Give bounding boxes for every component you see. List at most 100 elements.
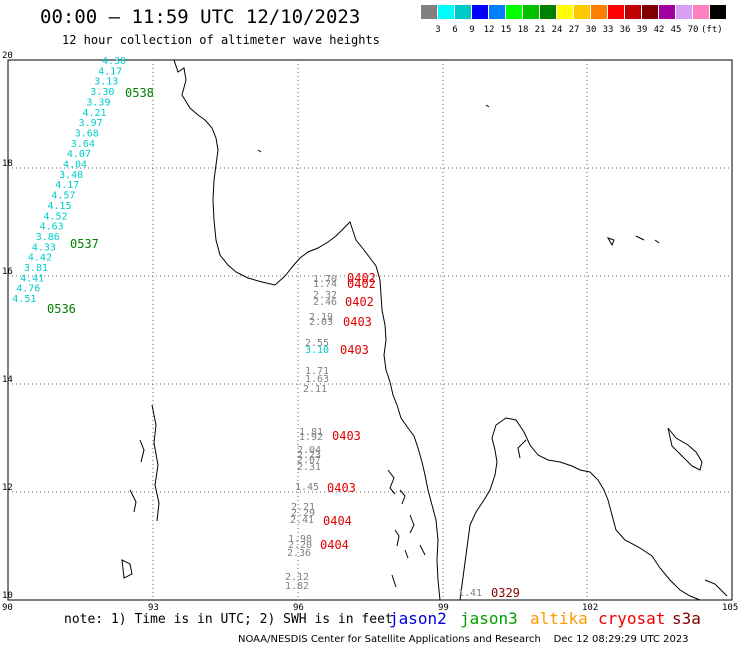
island xyxy=(654,239,660,244)
lat-tick-label: 10 xyxy=(2,591,13,601)
pass-time-cryosat: 0404 xyxy=(323,514,352,528)
legend-swatch xyxy=(438,5,454,19)
pass-time-s3a: 0329 xyxy=(491,586,520,600)
wave-height-label: 2.11 xyxy=(303,384,327,395)
lon-tick-label: 105 xyxy=(722,603,738,613)
wave-height-label: 4.51 xyxy=(12,294,36,305)
wave-track-cyan: 4.304.173.133.303.394.213.973.683.644.07… xyxy=(12,56,126,305)
wave-height-label: 2.29 xyxy=(291,508,315,519)
satellite-name-s3a: s3a xyxy=(672,609,701,628)
legend-swatch xyxy=(676,5,692,19)
coastline-bay xyxy=(517,439,527,459)
lon-tick-label: 90 xyxy=(2,603,13,613)
legend-swatch xyxy=(710,5,726,19)
lat-tick-label: 14 xyxy=(2,375,13,385)
legend-swatch xyxy=(557,5,573,19)
wave-height-label: 4.21 xyxy=(83,108,107,119)
legend-label: 45 xyxy=(670,25,682,35)
wave-height-label: 2.41 xyxy=(290,515,314,526)
lon-tick-label: 96 xyxy=(293,603,304,613)
pass-time-cryosat: 0403 xyxy=(340,343,369,357)
little-andaman xyxy=(121,559,133,579)
latitude-labels: 20 18 16 14 12 10 xyxy=(2,51,13,601)
wave-height-label: 3.10 xyxy=(305,345,329,356)
wave-height-label: 2.36 xyxy=(287,548,311,559)
wave-height-label: 1.92 xyxy=(299,432,323,443)
wave-height-label: 4.17 xyxy=(55,180,79,191)
wave-height-label: 2.19 xyxy=(309,312,333,323)
wave-height-label: 2.12 xyxy=(285,572,309,583)
wave-height-label: 4.52 xyxy=(44,211,68,222)
island xyxy=(409,514,415,534)
wave-height-label: 1.45 xyxy=(295,482,319,493)
satellite-name-jason2: jason2 xyxy=(389,609,447,628)
lat-tick-label: 16 xyxy=(2,267,13,277)
wave-height-label: 4.17 xyxy=(98,66,122,77)
wave-height-label: 4.76 xyxy=(16,284,40,295)
satellite-name-altika: altika xyxy=(530,609,588,628)
map-title: 00:00 – 11:59 UTC 12/10/2023 xyxy=(40,6,361,28)
legend-label: 24 xyxy=(551,25,563,35)
pass-time-jason3: 0536 xyxy=(47,302,76,316)
coastline-gulf-thailand xyxy=(459,417,701,601)
wave-height-label: 1.41 xyxy=(458,588,482,599)
wave-height-label: 1.63 xyxy=(305,374,329,385)
pass-time-jason3: 0537 xyxy=(70,237,99,251)
wave-height-label: 3.64 xyxy=(71,139,95,150)
wave-height-label: 2.07 xyxy=(297,455,321,466)
lon-tick-label: 102 xyxy=(582,603,598,613)
wave-height-label: 2.04 xyxy=(297,445,321,456)
coastline-borneo xyxy=(704,579,728,597)
pass-time-jason3: 0538 xyxy=(125,86,154,100)
legend-label: 21 xyxy=(534,25,546,35)
legend-label: 27 xyxy=(568,25,580,35)
legend-swatch xyxy=(489,5,505,19)
legend-swatch xyxy=(574,5,590,19)
wave-height-label: 2.03 xyxy=(309,317,333,328)
legend-label: 18 xyxy=(517,25,529,35)
wave-height-label: 3.81 xyxy=(24,263,48,274)
wave-height-label: 2.55 xyxy=(305,338,329,349)
wave-track-gray: 1.701.742.322.46 2.192.03 1.711.632.11 1.81… xyxy=(285,274,482,599)
legend-label: 9 xyxy=(469,25,475,35)
satellite-name-jason3: jason3 xyxy=(460,609,518,628)
pass-time-cryosat: 0402 xyxy=(345,295,374,309)
wave-height-label: 3.39 xyxy=(86,97,110,108)
pass-time-cryosat: 0403 xyxy=(332,429,361,443)
legend-swatch xyxy=(591,5,607,19)
legend-label: 33 xyxy=(602,25,614,35)
lat-tick-label: 12 xyxy=(2,483,13,493)
legend-swatch xyxy=(693,5,709,19)
island xyxy=(129,489,137,513)
pass-time-cryosat: 0404 xyxy=(320,538,349,552)
lon-tick-label: 99 xyxy=(438,603,449,613)
legend-label: 42 xyxy=(653,25,665,35)
lat-tick-label: 20 xyxy=(2,51,13,61)
wave-height-label: 3.68 xyxy=(75,128,99,139)
legend-swatch xyxy=(421,5,437,19)
legend-swatch xyxy=(625,5,641,19)
island xyxy=(606,237,615,247)
pass-time-cryosat: 0403 xyxy=(343,315,372,329)
wave-height-label: 4.04 xyxy=(63,160,87,171)
wave-height-label: 3.13 xyxy=(94,77,118,88)
wave-height-label: 2.46 xyxy=(313,297,337,308)
wave-height-label: 4.57 xyxy=(51,191,75,202)
island xyxy=(387,469,396,495)
wave-height-label: 3.30 xyxy=(90,87,114,98)
legend-swatch xyxy=(472,5,488,19)
map-subtitle: 12 hour collection of altimeter wave hei… xyxy=(62,33,380,47)
wave-height-label: 1.70 xyxy=(313,274,337,285)
coastline xyxy=(121,59,728,601)
legend-label: 30 xyxy=(585,25,597,35)
legend-swatch xyxy=(455,5,471,19)
wave-height-label: 3.97 xyxy=(79,118,103,129)
pass-time-cryosat: 0403 xyxy=(327,481,356,495)
wave-height-label: 4.07 xyxy=(67,149,91,160)
island xyxy=(635,235,645,241)
legend-swatch xyxy=(642,5,658,19)
wave-height-label: 1.98 xyxy=(288,534,312,545)
island xyxy=(394,529,400,547)
legend-label: 6 xyxy=(452,25,458,35)
